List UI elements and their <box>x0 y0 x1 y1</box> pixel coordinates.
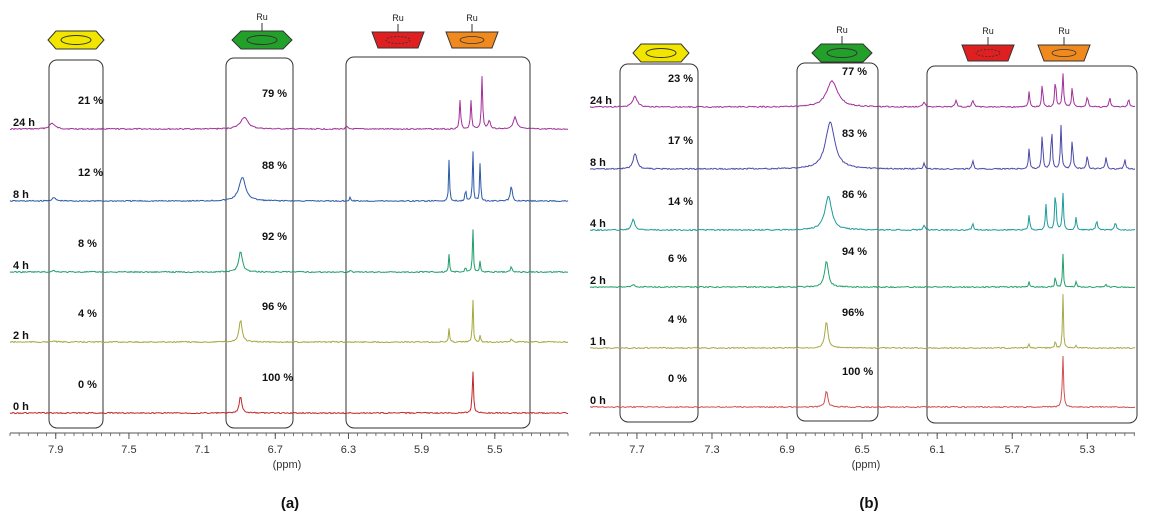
x-tick-label: 6.7 <box>268 444 283 456</box>
time-label: 4 h <box>590 218 606 230</box>
x-tick-label: 5.5 <box>487 444 502 456</box>
coordinated-arene-percent: 96 % <box>262 301 287 313</box>
free-arene-percent: 17 % <box>668 135 693 147</box>
spectrum-line <box>589 253 1136 289</box>
x-tick-label: 6.3 <box>341 444 356 456</box>
ru-label: Ru <box>1058 26 1070 36</box>
other-region-box <box>345 56 531 429</box>
x-tick-label: 6.5 <box>854 444 869 456</box>
time-label: 24 h <box>590 95 612 107</box>
free-arene-percent: 6 % <box>668 253 687 265</box>
benzene-ring-icon <box>645 48 677 58</box>
x-tick-label: 6.1 <box>930 444 945 456</box>
x-axis-label: (ppm) <box>273 459 302 471</box>
time-label: 8 h <box>590 157 606 169</box>
coordinated-arene-percent: 86 % <box>842 189 867 201</box>
ru-ring-orange-icon <box>1037 44 1091 62</box>
ru-arene-icon <box>231 30 293 50</box>
spectrum-line <box>9 151 569 203</box>
time-label: 0 h <box>13 401 29 413</box>
benzene-icon <box>47 30 105 50</box>
spectrum-line <box>589 73 1136 109</box>
time-label: 4 h <box>13 260 29 272</box>
free-arene-percent: 12 % <box>78 167 103 179</box>
red-ring-icon <box>975 49 1001 57</box>
ru-label: Ru <box>982 26 994 36</box>
free-arene-percent: 4 % <box>78 308 97 320</box>
x-tick-label: 5.7 <box>1005 444 1020 456</box>
time-label: 1 h <box>590 336 606 348</box>
spectrum-line <box>589 121 1136 171</box>
free-arene-percent: 0 % <box>78 379 97 391</box>
panel-label: (a) <box>281 495 299 512</box>
coordinated-arene-percent: 100 % <box>842 366 873 378</box>
x-tick-label: 5.3 <box>1080 444 1095 456</box>
benzene-icon <box>632 43 690 63</box>
ru-arene-icon <box>811 43 873 63</box>
ru-label: Ru <box>256 12 268 22</box>
x-tick-label: 7.1 <box>194 444 209 456</box>
x-tick-label: 7.3 <box>704 444 719 456</box>
time-label: 0 h <box>590 395 606 407</box>
panel-b: 7.7 7.3 6.9 6.5 6.1 5.7 5.3 (ppm) (b) Ru Ru Ru 24 h 2… <box>589 25 1138 512</box>
spectrum-line <box>9 371 568 415</box>
coordinated-arene-percent: 79 % <box>262 88 287 100</box>
spectrum-line <box>9 299 569 344</box>
x-tick-label: 6.9 <box>779 444 794 456</box>
coordinated-arene-region-box <box>796 62 879 422</box>
free-arene-percent: 14 % <box>668 196 693 208</box>
coordinated-arene-percent: 83 % <box>842 128 867 140</box>
spectrum-line <box>589 356 1136 409</box>
arene-ring-icon <box>826 48 858 58</box>
spectrum-line <box>9 76 569 131</box>
x-tick-label: 7.7 <box>629 444 644 456</box>
time-label: 24 h <box>13 117 35 129</box>
ru-ring-red-icon <box>961 44 1015 62</box>
panel-a: 7.9 7.5 7.1 6.7 6.3 5.9 5.5 (ppm) (a) Ru Ru Ru 24 h 2… <box>9 12 569 512</box>
orange-ring-icon <box>459 36 485 44</box>
benzene-ring-icon <box>60 35 92 45</box>
time-label: 2 h <box>590 275 606 287</box>
free-arene-percent: 21 % <box>78 95 103 107</box>
coordinated-arene-region-box <box>225 57 294 429</box>
coordinated-arene-percent: 88 % <box>262 160 287 172</box>
free-arene-percent: 4 % <box>668 314 687 326</box>
coordinated-arene-percent: 100 % <box>262 372 293 384</box>
free-arene-percent: 0 % <box>668 373 687 385</box>
time-label: 8 h <box>13 189 29 201</box>
panel-label: (b) <box>859 495 878 512</box>
free-arene-percent: 23 % <box>668 73 693 85</box>
x-tick-label: 5.9 <box>414 444 429 456</box>
ru-label: Ru <box>466 13 478 23</box>
ru-label: Ru <box>392 13 404 23</box>
free-arene-region-box <box>48 59 104 429</box>
coordinated-arene-percent: 94 % <box>842 246 867 258</box>
spectrum-line <box>589 294 1136 350</box>
coordinated-arene-percent: 96% <box>842 307 864 319</box>
ru-label: Ru <box>836 25 848 35</box>
coordinated-arene-percent: 77 % <box>842 66 867 78</box>
x-tick-label: 7.5 <box>121 444 136 456</box>
ru-ring-red-icon <box>371 31 425 49</box>
red-ring-icon <box>385 36 411 44</box>
x-axis-label: (ppm) <box>852 459 881 471</box>
time-label: 2 h <box>13 330 29 342</box>
free-arene-region-box <box>619 63 699 423</box>
orange-ring-icon <box>1051 49 1077 57</box>
spectrum-line <box>9 229 569 274</box>
ru-ring-orange-icon <box>445 31 499 49</box>
arene-ring-icon <box>246 35 278 45</box>
other-region-box <box>926 65 1138 424</box>
x-tick-label: 7.9 <box>48 444 63 456</box>
coordinated-arene-percent: 92 % <box>262 231 287 243</box>
spectrum-line <box>589 192 1136 232</box>
free-arene-percent: 8 % <box>78 238 97 250</box>
